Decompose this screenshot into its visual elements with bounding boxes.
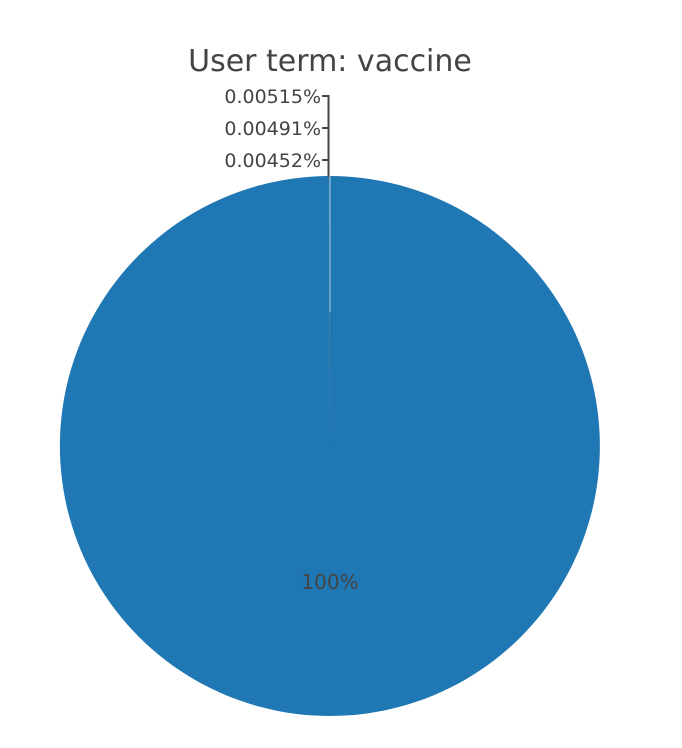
slice-label-2: 0.00491% [224,118,321,140]
chart-title: User term: vaccine [0,42,660,82]
slice-label-1: 0.00515% [224,86,321,108]
slice-label-0: 100% [301,570,358,594]
slice-label-3: 0.00452% [224,150,321,172]
